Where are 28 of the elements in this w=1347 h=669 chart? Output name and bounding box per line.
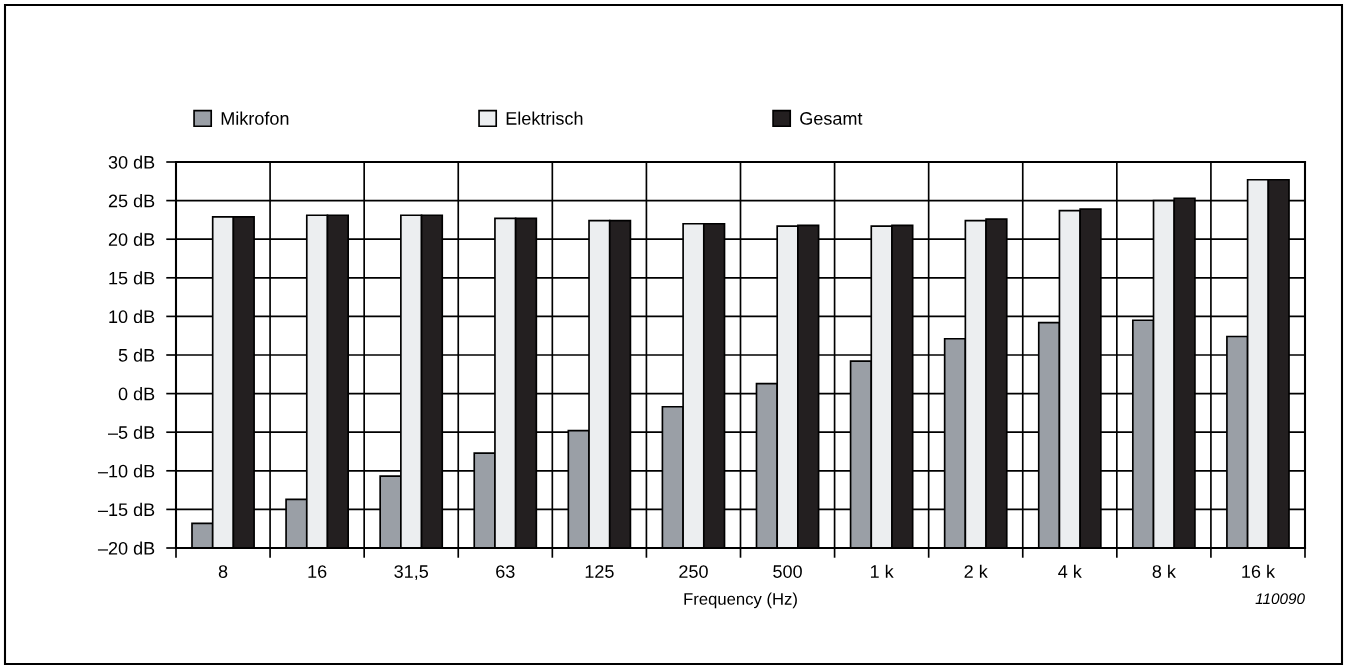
y-tick-label: –20 dB — [97, 541, 155, 555]
x-tick-label: 31,5 — [394, 565, 429, 581]
y-tick-label: 0 dB — [118, 387, 155, 401]
x-tick-label: 500 — [773, 565, 802, 578]
x-tick-label: 125 — [585, 565, 614, 578]
y-tick-label: –15 dB — [97, 502, 155, 517]
y-tick-label: 5 dB — [118, 348, 155, 362]
x-tick-label: 4 k — [1058, 564, 1082, 578]
x-tick-label: 16 — [308, 565, 327, 578]
legend-label: Gesamt — [800, 112, 863, 125]
x-axis-title: Frequency (Hz) — [684, 592, 797, 609]
y-tick-label: –5 dB — [107, 425, 155, 439]
x-tick-label: 2 k — [964, 564, 988, 578]
x-tick-label: 1 k — [870, 564, 894, 578]
text: 110090 — [1255, 593, 1305, 605]
legend-label: Mikrofon — [221, 111, 289, 125]
y-tick-label: 30 dB — [108, 155, 155, 169]
legend-label: Elektrisch — [506, 111, 583, 125]
y-tick-label: 25 dB — [108, 194, 155, 208]
y-tick-label: –10 dB — [97, 464, 155, 478]
x-tick-label: 16 k — [1242, 564, 1276, 578]
y-tick-label: 10 dB — [109, 309, 155, 324]
y-tick-label: 20 dB — [108, 232, 155, 246]
x-tick-label: 63 — [496, 565, 515, 578]
y-tick-label: 15 dB — [109, 271, 155, 285]
x-tick-label: 250 — [679, 565, 708, 578]
x-tick-label: 8 — [218, 565, 228, 578]
x-tick-label: 8 k — [1152, 564, 1176, 578]
